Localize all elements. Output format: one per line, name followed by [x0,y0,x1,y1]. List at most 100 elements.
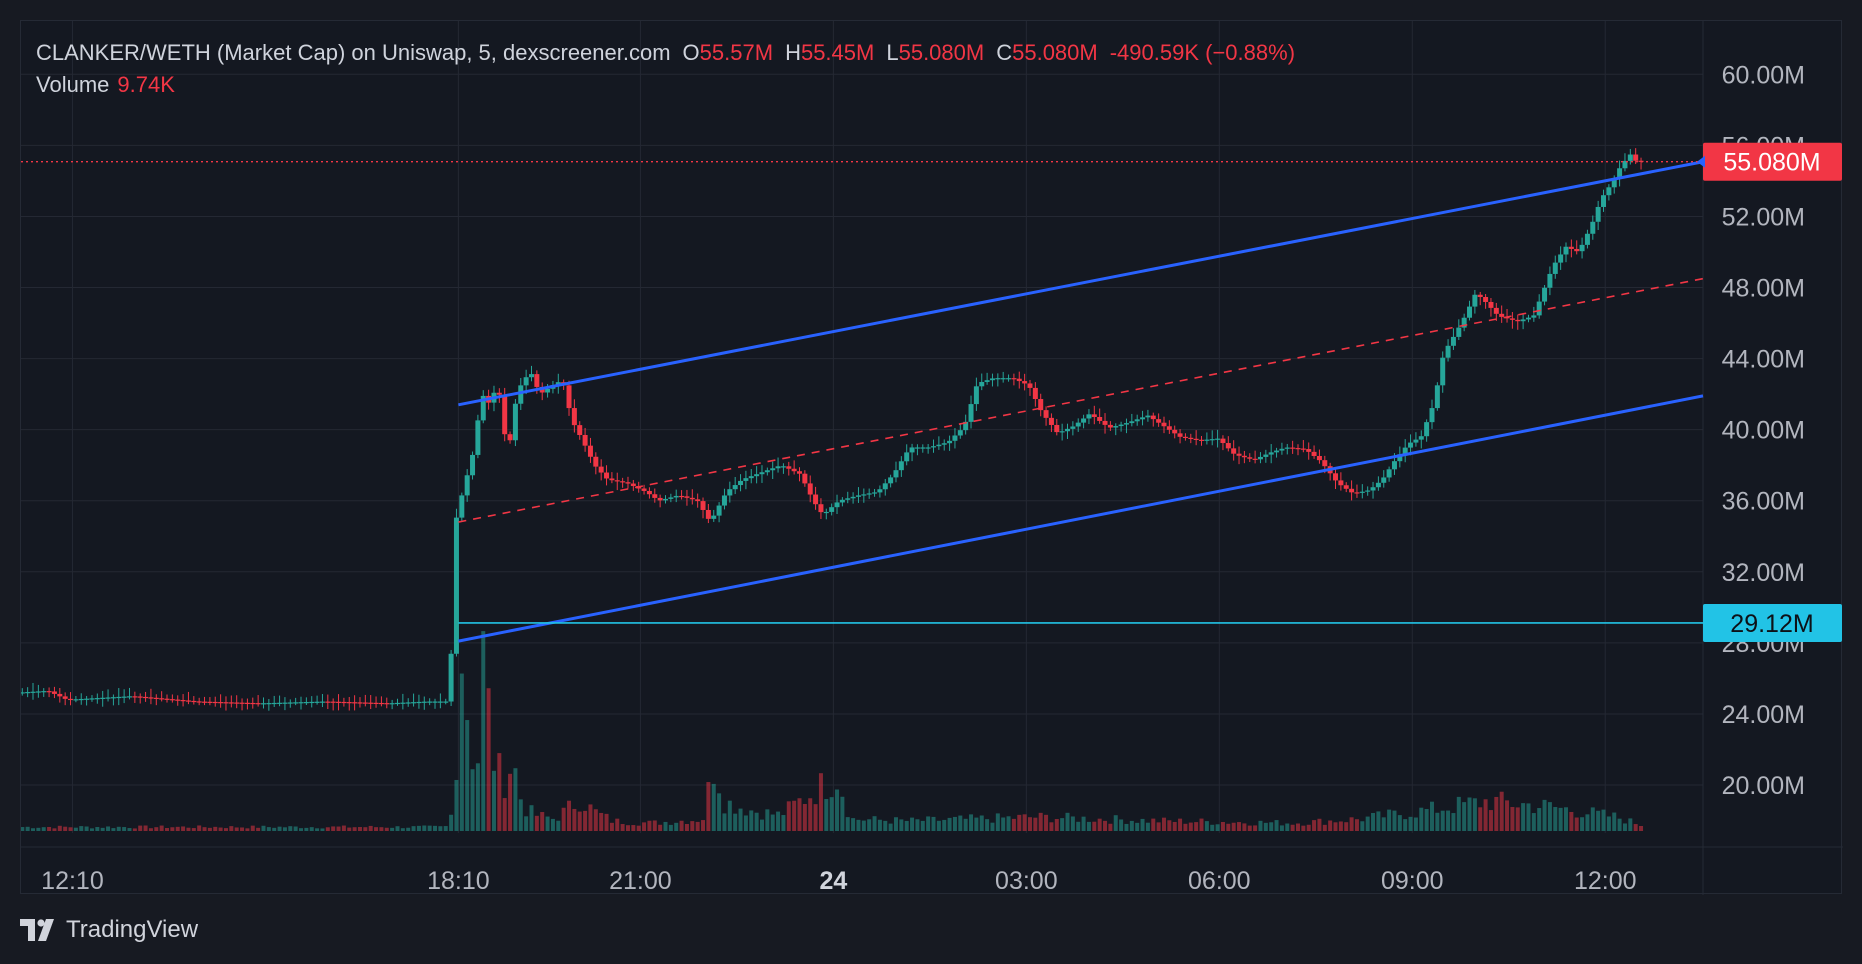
candle-body [893,470,899,478]
volume-bar [1633,824,1638,831]
volume-bar [786,801,791,831]
volume-bar [754,812,759,831]
volume-bar [1526,803,1531,831]
volume-bar [256,827,261,831]
y-tick-label: 60.00M [1722,61,1805,89]
price-chart[interactable]: 20.00M24.00M28.00M32.00M36.00M40.00M44.0… [21,21,1843,895]
candle-body [1236,453,1242,456]
candle-body [46,691,52,693]
candle-body [1397,454,1403,462]
candle-body [228,702,234,704]
tradingview-brand: TradingView [66,916,199,943]
volume-bar [1403,819,1408,831]
volume-bar [1333,822,1338,831]
volume-bar [1590,807,1595,831]
volume-bar [877,819,882,831]
candle-body [41,691,47,693]
volume-bar [513,768,518,831]
volume-bar [1167,820,1172,831]
volume-bar [1440,810,1445,831]
candle-body [700,501,706,510]
volume-bar [1563,807,1568,831]
candle-body [1107,424,1113,428]
candle-body [330,701,336,703]
volume-bar [550,818,555,831]
chart-frame[interactable]: 20.00M 24.00M 28.00M 32.00M 36.00M 40.00M 44.0… [20,20,1843,895]
volume-bar [374,827,379,831]
candle-body [925,447,931,449]
volume-bar [1226,823,1231,831]
candle-body [1032,387,1038,400]
volume-bar [21,827,25,831]
volume-bar [583,810,588,831]
candle-body [1022,381,1028,384]
candle-body [1177,433,1183,437]
candle-body [1413,439,1419,443]
volume-bar [1354,819,1359,831]
volume-bar [325,827,330,831]
volume-bar [701,820,706,831]
candle-body [266,703,272,705]
volume-bar [529,805,534,831]
volume-bar [191,828,196,831]
volume-bar [1188,822,1193,831]
volume-bar [1204,821,1209,831]
volume-bar [926,816,931,831]
volume-bar [261,825,266,831]
candle-body [1231,448,1237,454]
volume-bar [856,819,861,831]
volume-bar [1161,817,1166,831]
volume-bar [1381,817,1386,831]
candle-body [378,702,384,705]
volume-bar [443,826,448,831]
candle-body [1601,195,1607,207]
candle-body [995,378,1001,380]
candle-body [936,444,942,447]
y-tick-label: 36.00M [1722,488,1805,516]
candle-body [850,496,856,499]
candle-body [255,703,261,705]
candle-body [577,425,583,435]
candle-body [1445,345,1451,358]
volume-bar [390,827,395,831]
candle-body [1627,154,1633,161]
candle-body [1070,426,1076,429]
volume-bar [186,827,191,831]
volume-bar [1210,824,1215,831]
x-tick-label: 03:00 [995,867,1058,895]
candle-body [1113,426,1119,428]
volume-bar [1424,809,1429,831]
legend-high-label: H [785,40,801,65]
volume-bar [170,827,175,831]
candle-body [614,480,620,482]
volume-bar [1585,814,1590,831]
channel-lower-line [458,394,1704,643]
candle-body [1188,437,1194,439]
volume-bar [438,826,443,831]
candle-body [336,701,342,703]
candle-body [748,476,754,479]
candle-body [979,381,985,387]
candle-body [1263,454,1269,457]
tradingview-logo[interactable]: TradingView [20,912,198,948]
volume-bar [572,808,577,831]
candle-body [1461,317,1467,328]
candle-body [121,696,127,698]
candle-body [518,385,524,404]
volume-bar [1049,822,1054,831]
volume-bar [1376,811,1381,831]
candle-body [1166,426,1172,430]
candle-body [143,696,149,699]
volume-bar [218,827,223,831]
candle-body [791,468,797,472]
candle-body [1424,422,1430,437]
volume-bar [727,800,732,831]
candle-body [480,395,486,421]
volume-bar [1531,813,1536,831]
volume-bar [1044,814,1049,831]
volume-bar [309,827,314,831]
price-tag-text: 29.12M [1730,610,1813,638]
candle-body [641,488,647,491]
candle-body [421,701,427,703]
candle-body [818,504,824,513]
